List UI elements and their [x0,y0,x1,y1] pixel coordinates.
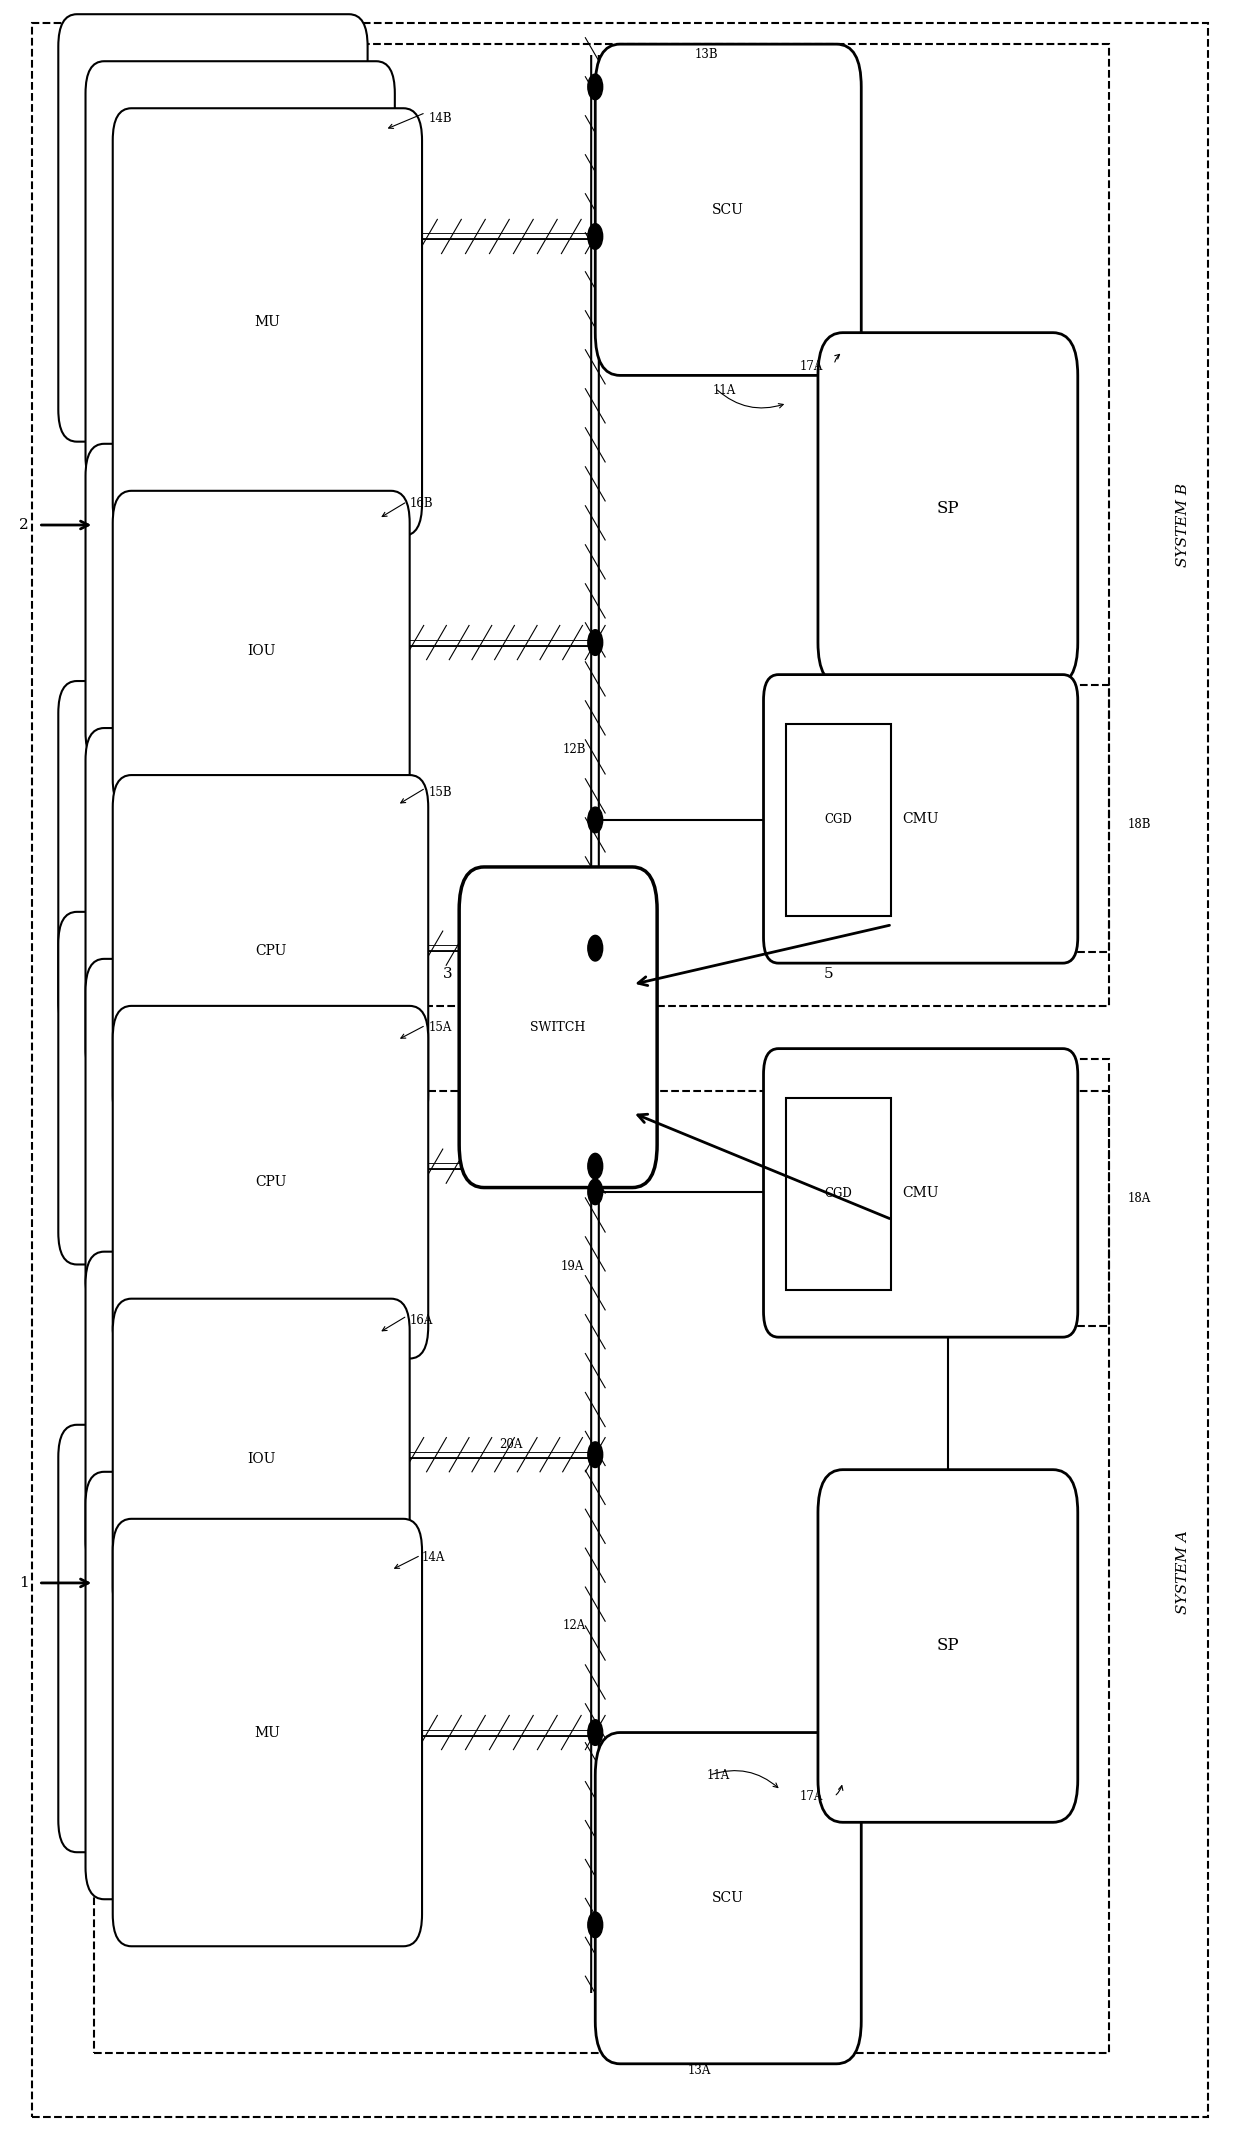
FancyBboxPatch shape [595,1733,862,2063]
Text: 19B: 19B [560,888,584,901]
Text: 16B: 16B [409,496,433,509]
FancyBboxPatch shape [595,45,862,374]
Text: 13B: 13B [694,49,718,62]
Text: 18B: 18B [1127,817,1151,830]
FancyBboxPatch shape [818,1470,1078,1823]
Circle shape [588,1911,603,1937]
Text: 5: 5 [825,967,833,980]
Text: 17A: 17A [800,360,823,372]
Text: 11A: 11A [707,1770,730,1783]
FancyBboxPatch shape [764,1049,1078,1338]
Circle shape [588,75,603,101]
Text: 17A: 17A [800,1791,823,1804]
Text: CGD: CGD [825,813,852,826]
Text: MU: MU [254,1725,280,1740]
Text: SP: SP [936,501,960,518]
Text: 1: 1 [19,1575,29,1590]
Text: 12A: 12A [563,1620,587,1633]
FancyBboxPatch shape [58,681,373,1034]
FancyBboxPatch shape [113,490,409,811]
FancyBboxPatch shape [86,728,401,1081]
Circle shape [588,1179,603,1205]
Circle shape [588,629,603,655]
FancyBboxPatch shape [86,62,394,488]
FancyBboxPatch shape [86,959,401,1312]
Text: SCU: SCU [712,203,744,216]
Text: 14A: 14A [422,1552,445,1564]
Text: 16A: 16A [409,1314,433,1327]
Text: MU: MU [254,315,280,330]
Text: 14B: 14B [428,113,451,126]
FancyBboxPatch shape [113,1299,409,1620]
Text: CMU: CMU [903,1186,939,1201]
Text: SWITCH: SWITCH [531,1021,585,1034]
Bar [94,45,1109,1006]
FancyBboxPatch shape [113,109,422,535]
Text: 18A: 18A [1127,1192,1151,1205]
Text: CPU: CPU [254,1175,286,1190]
Text: CMU: CMU [903,811,939,826]
Circle shape [588,935,603,961]
Text: 3: 3 [444,967,453,980]
Text: IOU: IOU [247,1451,275,1466]
Circle shape [588,1442,603,1468]
FancyBboxPatch shape [818,332,1078,685]
Text: SP: SP [936,1637,960,1654]
FancyBboxPatch shape [764,674,1078,963]
Text: 11A: 11A [713,383,737,396]
Text: SCU: SCU [712,1892,744,1905]
Text: 20A: 20A [498,1438,522,1451]
Bar [786,1098,892,1290]
FancyBboxPatch shape [86,443,382,764]
Text: 15B: 15B [428,785,451,798]
Text: 20B: 20B [498,1057,522,1070]
Text: 12B: 12B [563,743,587,755]
Text: 13A: 13A [688,2063,712,2076]
Bar [769,685,1109,952]
FancyBboxPatch shape [86,1472,394,1898]
Circle shape [588,1153,603,1179]
FancyBboxPatch shape [459,867,657,1188]
FancyBboxPatch shape [86,1252,382,1573]
Text: CGD: CGD [825,1188,852,1201]
Text: IOU: IOU [247,644,275,659]
FancyBboxPatch shape [58,912,373,1265]
Text: SYSTEM B: SYSTEM B [1176,484,1190,567]
Circle shape [588,225,603,248]
FancyBboxPatch shape [113,1006,428,1359]
FancyBboxPatch shape [58,15,367,441]
Text: 15A: 15A [428,1021,451,1034]
Text: 4: 4 [825,1175,833,1188]
Circle shape [588,1721,603,1746]
FancyBboxPatch shape [113,1519,422,1945]
Text: 2: 2 [19,518,29,533]
Circle shape [588,807,603,832]
Bar [786,723,892,916]
Text: SYSTEM A: SYSTEM A [1176,1530,1190,1614]
Bar [769,1059,1109,1327]
Text: 19A: 19A [560,1260,584,1273]
FancyBboxPatch shape [58,1425,367,1853]
Text: CPU: CPU [254,944,286,959]
Bar [94,1091,1109,2052]
FancyBboxPatch shape [113,775,428,1128]
